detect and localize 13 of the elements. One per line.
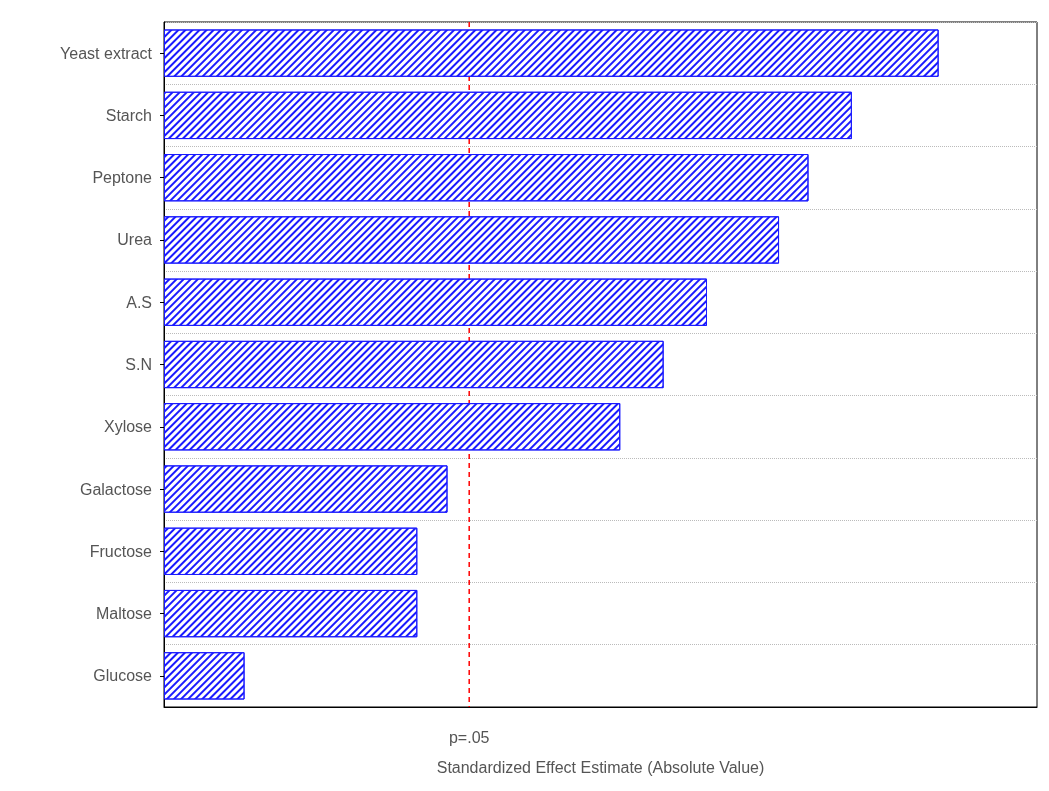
y-tick-label: Urea: [117, 231, 153, 249]
ref-line-label: p=.05: [448, 728, 490, 746]
y-tick-label: S.N: [125, 356, 152, 373]
y-tick-label: Glucose: [93, 667, 153, 685]
y-tick-label: Galactose: [79, 480, 153, 498]
x-axis-title: Standardized Effect Estimate (Absolute Value): [436, 758, 765, 776]
y-tick-label: Fructose: [89, 542, 153, 560]
y-tick-label: Yeast extract: [60, 44, 153, 62]
y-tick-label: Starch: [105, 106, 152, 124]
y-tick-label: A.S: [126, 293, 152, 311]
y-tick-label: Maltose: [95, 605, 153, 623]
y-tick-label: Xylose: [103, 418, 153, 436]
y-tick-label: Peptone: [92, 169, 153, 187]
